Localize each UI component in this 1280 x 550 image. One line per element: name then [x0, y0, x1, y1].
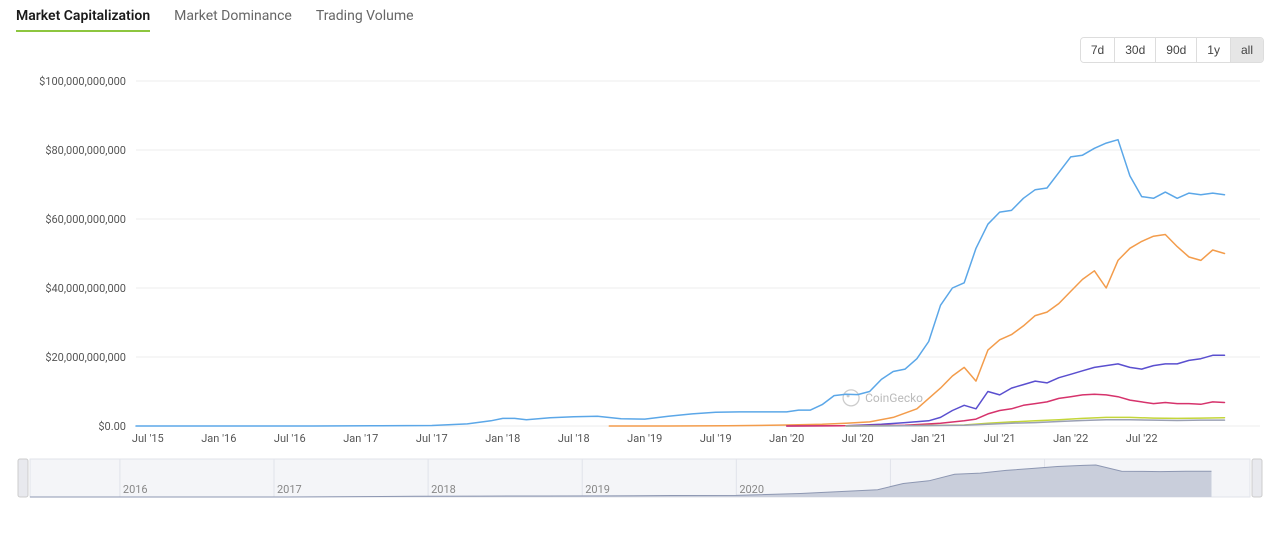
minimap-year-label: 2016	[123, 483, 148, 496]
x-axis-label: Jul '21	[984, 432, 1016, 445]
chart-tabs: Market Capitalization Market Dominance Tra…	[16, 4, 1264, 31]
range-button-30d[interactable]: 30d	[1115, 38, 1156, 62]
series-line-purple	[787, 355, 1225, 426]
minimap-handle-right[interactable]	[1252, 459, 1262, 497]
range-button-group: 7d30d90d1yall	[1080, 37, 1264, 63]
x-axis-label: Jan '17	[343, 432, 378, 445]
range-toolbar: 7d30d90d1yall	[16, 37, 1264, 63]
y-axis-label: $20,000,000,000	[45, 351, 126, 364]
minimap-handle-left[interactable]	[18, 459, 28, 497]
svg-text:CoinGecko: CoinGecko	[865, 391, 923, 405]
chart-container: Market Capitalization Market Dominance Tra…	[0, 0, 1280, 550]
x-axis-label: Jan '22	[1053, 432, 1088, 445]
x-axis-label: Jul '17	[416, 432, 448, 445]
x-axis-label: Jan '18	[485, 432, 520, 445]
range-button-90d[interactable]: 90d	[1156, 38, 1197, 62]
tab-market-dominance[interactable]: Market Dominance	[174, 4, 292, 30]
x-axis-label: Jan '16	[201, 432, 236, 445]
range-button-all[interactable]: all	[1231, 38, 1263, 62]
x-axis-label: Jan '19	[627, 432, 662, 445]
x-axis-label: Jan '20	[769, 432, 804, 445]
watermark: CoinGecko	[843, 390, 923, 406]
x-axis-label: Jul '19	[700, 432, 732, 445]
series-line-blue	[136, 140, 1225, 426]
minimap-year-label: 2018	[431, 483, 456, 496]
tab-market-capitalization[interactable]: Market Capitalization	[16, 4, 150, 30]
tab-trading-volume[interactable]: Trading Volume	[316, 4, 414, 30]
x-axis-label: Jan '21	[911, 432, 946, 445]
x-axis-label: Jul '15	[132, 432, 164, 445]
minimap-year-label: 2017	[277, 483, 302, 496]
chart-area: $0.00 $20,000,000,000 $40,000,000,000 $60,0…	[16, 71, 1264, 499]
x-axis-label: Jul '18	[558, 432, 590, 445]
series-line-red	[787, 394, 1225, 426]
x-axis-label: Jul '16	[274, 432, 306, 445]
x-axis-label: Jul '20	[842, 432, 874, 445]
range-button-7d[interactable]: 7d	[1081, 38, 1115, 62]
minimap-year-label: 2019	[585, 483, 610, 496]
x-axis-label: Jul '22	[1126, 432, 1158, 445]
main-chart-svg: $0.00 $20,000,000,000 $40,000,000,000 $60,0…	[16, 71, 1264, 451]
y-axis-label: $100,000,000,000	[39, 75, 126, 88]
y-axis-label: $40,000,000,000	[45, 282, 126, 295]
y-axis-label: $80,000,000,000	[45, 144, 126, 157]
y-axis-label: $60,000,000,000	[45, 213, 126, 226]
minimap-svg[interactable]: 2016201720182019202020212022	[16, 457, 1264, 499]
minimap-year-label: 2020	[739, 483, 764, 496]
y-axis-label: $0.00	[98, 420, 126, 433]
range-button-1y[interactable]: 1y	[1197, 38, 1231, 62]
